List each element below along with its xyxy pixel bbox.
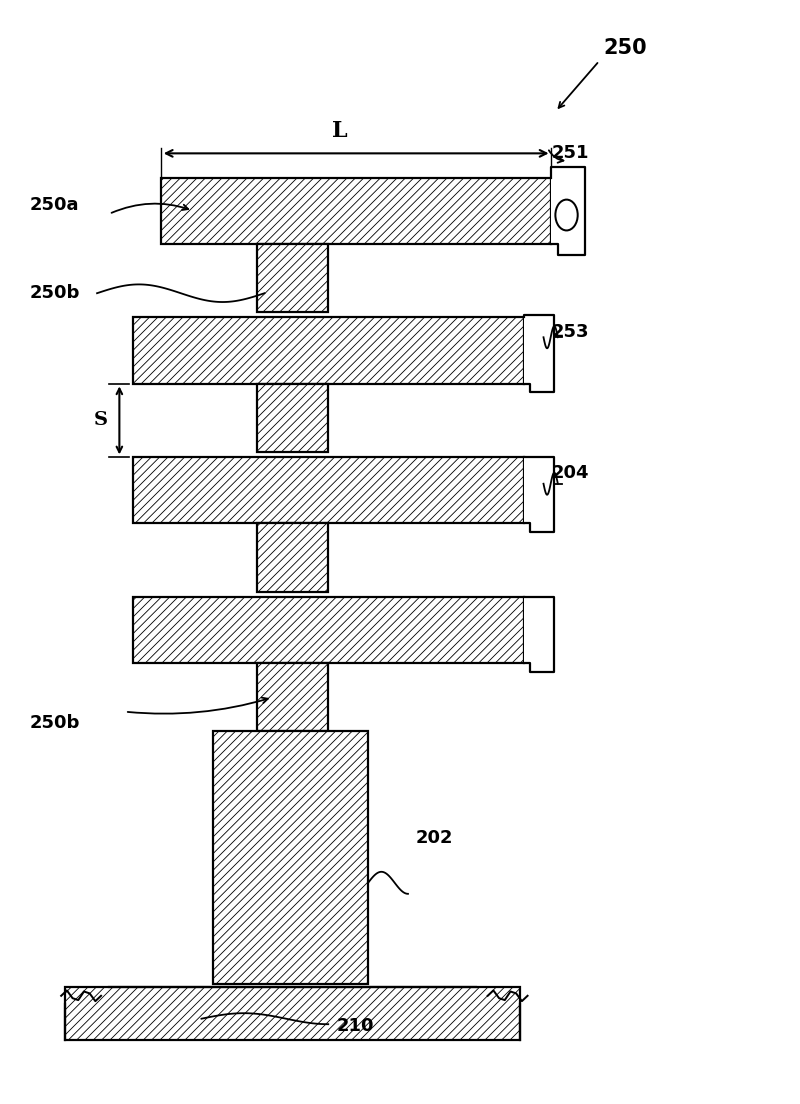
Bar: [65, 987, 519, 1040]
Bar: [257, 664, 328, 732]
Text: 250b: 250b: [30, 284, 80, 302]
Text: 204: 204: [551, 464, 589, 481]
Bar: [257, 383, 328, 452]
Circle shape: [555, 200, 578, 231]
Bar: [161, 178, 551, 244]
Text: S: S: [94, 412, 107, 429]
Bar: [257, 244, 328, 312]
Text: 251: 251: [551, 145, 589, 162]
Text: L: L: [332, 120, 348, 142]
Polygon shape: [551, 167, 585, 255]
Text: 250a: 250a: [30, 197, 78, 214]
Text: 202: 202: [416, 829, 454, 847]
Text: 250b: 250b: [30, 713, 80, 732]
Polygon shape: [523, 597, 554, 672]
Bar: [133, 597, 523, 664]
Bar: [133, 457, 523, 523]
Text: 210: 210: [336, 1017, 374, 1034]
Bar: [133, 318, 523, 383]
Bar: [213, 732, 368, 984]
Text: 253: 253: [551, 322, 589, 341]
Text: 250: 250: [603, 38, 647, 57]
Bar: [257, 523, 328, 592]
Polygon shape: [523, 457, 554, 532]
Polygon shape: [523, 316, 554, 392]
